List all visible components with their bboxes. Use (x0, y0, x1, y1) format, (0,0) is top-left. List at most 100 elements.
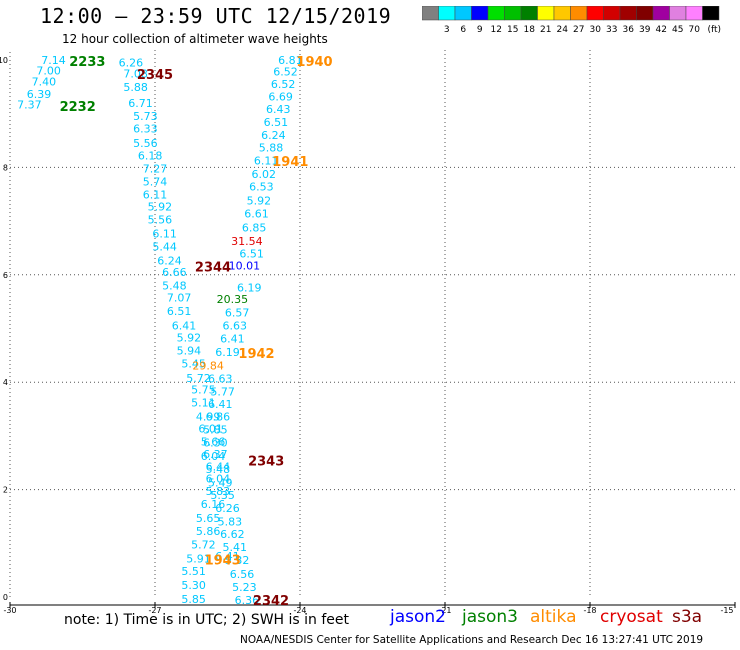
swh-value-label: 20.35 (217, 293, 249, 306)
swh-value-label: 6.61 (244, 208, 269, 221)
swh-value-label: 5.92 (247, 195, 272, 208)
mission-s3a: s3a (672, 607, 703, 627)
swh-value-label: 6.04 (201, 450, 226, 463)
swh-value-label: 6.11 (254, 154, 279, 167)
swh-value-label: 5.85 (181, 593, 206, 606)
swh-value-label: 6.56 (230, 568, 255, 581)
swh-value-label: 6.19 (215, 346, 240, 359)
mission-cryosat: cryosat (600, 607, 663, 627)
colorbar-label: 9 (477, 25, 483, 35)
swh-value-label: 5.49 (208, 477, 233, 490)
swh-value-label: 5.88 (123, 81, 148, 94)
swh-value-label: 7.00 (36, 65, 61, 78)
swh-value-label: 6.66 (162, 266, 187, 279)
swh-value-label: 6.86 (206, 411, 231, 424)
swh-value-label: 6.11 (143, 188, 168, 201)
swh-value-label: 5.51 (181, 565, 206, 578)
y-tick-label: 6 (3, 271, 8, 280)
swh-value-label: 6.57 (225, 306, 250, 319)
pass-time-label: 1942 (238, 347, 274, 362)
swh-value-label: 5.44 (152, 240, 177, 253)
swh-value-label: 6.26 (119, 57, 144, 70)
x-tick-label: -15 (720, 606, 733, 615)
swh-value-label: 7.37 (17, 99, 42, 112)
color-scale-legend: 3 6 9 12 15 18 21 24 27 30 33 36 39 42 45 70 (ft) (422, 6, 721, 35)
swh-value-label: 5.83 (206, 485, 231, 498)
swh-value-label: 5.35 (210, 489, 235, 502)
colorbar-label: 24 (557, 25, 569, 35)
colorbar-swatch (702, 6, 720, 21)
swh-value-label: 7.07 (167, 291, 192, 304)
swh-value-label: 6.19 (237, 282, 262, 295)
swh-value-label: 5.88 (259, 142, 284, 155)
colorbar-label: 33 (606, 25, 617, 35)
swh-value-label: 5.48 (162, 280, 187, 293)
x-tick-label: -18 (583, 606, 596, 615)
pass-time-label: 1940 (296, 55, 332, 70)
swh-value-label: 6.24 (157, 254, 182, 267)
mission-jason3: jason3 (462, 607, 518, 627)
swh-value-label: 6.16 (201, 498, 226, 511)
swh-value-label: 5.23 (232, 581, 257, 594)
swh-value-label: 6.11 (152, 227, 177, 240)
pass-time-label: 2233 (69, 55, 105, 70)
chart-subtitle: 12 hour collection of altimeter wave hei… (62, 32, 328, 46)
swh-value-label: 6.63 (223, 319, 248, 332)
footer-credit: NOAA/NESDIS Center for Satellite Applica… (240, 634, 704, 646)
swh-value-label: 6.04 (206, 472, 231, 485)
colorbar-label: 27 (573, 25, 584, 35)
swh-value-label: 6.52 (271, 78, 296, 91)
x-tick-label: -30 (3, 606, 16, 615)
pass-time-label: 1941 (272, 155, 308, 170)
swh-value-label: 5.74 (143, 175, 168, 188)
colorbar-label: 30 (590, 25, 602, 35)
swh-value-label: 6.51 (239, 247, 264, 260)
x-tick-label: -21 (438, 606, 451, 615)
swh-value-label: 6.44 (206, 461, 231, 474)
swh-value-label: 6.36 (235, 594, 260, 607)
swh-value-label: 5.65 (196, 512, 221, 525)
swh-value-label: 6.63 (208, 372, 233, 385)
swh-value-label: 6.41 (215, 550, 240, 563)
swh-value-label: 31.54 (231, 235, 263, 248)
note-text: note: 1) Time is in UTC; 2) SWH is in fe… (64, 612, 350, 628)
colorbar-label: 42 (656, 25, 667, 35)
swh-value-label: 5.30 (181, 579, 206, 592)
swh-value-label: 5.48 (206, 463, 231, 476)
swh-value-label: 5.72 (186, 372, 211, 385)
swh-value-label: 7.14 (41, 54, 66, 67)
swh-value-label: 6.52 (273, 65, 298, 78)
y-tick-label: 8 (3, 163, 8, 172)
swh-value-label: 7.40 (32, 75, 57, 88)
swh-value-label: 5.32 (225, 554, 250, 567)
swh-value-label: 5.92 (177, 332, 202, 345)
y-tick-label: 0 (3, 593, 8, 602)
y-tick-label: 4 (3, 378, 8, 387)
y-tick-label: 10 (0, 56, 8, 65)
swh-value-label: 6.81 (278, 54, 303, 67)
colorbar-label: 36 (623, 25, 635, 35)
swh-value-label: 6.53 (249, 181, 274, 194)
swh-value-label: 6.02 (252, 168, 277, 181)
pass-time-label: 2342 (253, 594, 289, 609)
swh-value-label: 5.92 (148, 201, 173, 214)
swh-value-label: 6.18 (138, 150, 163, 163)
swh-value-label: 6.85 (242, 222, 267, 235)
swh-value-label: 5.75 (191, 384, 216, 397)
y-tick-label: 2 (3, 486, 8, 495)
swh-value-label: 6.41 (172, 319, 197, 332)
x-tick-label: -24 (293, 606, 306, 615)
x-tick-label: -27 (148, 606, 161, 615)
pass-time-label: 2232 (60, 100, 96, 115)
swh-value-label: 6.62 (220, 528, 245, 541)
colorbar-label: 45 (672, 25, 683, 35)
swh-value-label: 6.71 (128, 97, 153, 110)
swh-value-label: 5.56 (148, 213, 173, 226)
swh-value-label: 6.24 (261, 129, 286, 142)
swh-value-label: 6.01 (198, 422, 223, 435)
swh-value-label: 5.85 (203, 423, 228, 436)
swh-value-label: 7.27 (143, 162, 168, 175)
swh-value-label: 6.30 (203, 436, 228, 449)
pass-time-label: 2343 (248, 455, 284, 470)
colorbar-label: 39 (639, 25, 651, 35)
